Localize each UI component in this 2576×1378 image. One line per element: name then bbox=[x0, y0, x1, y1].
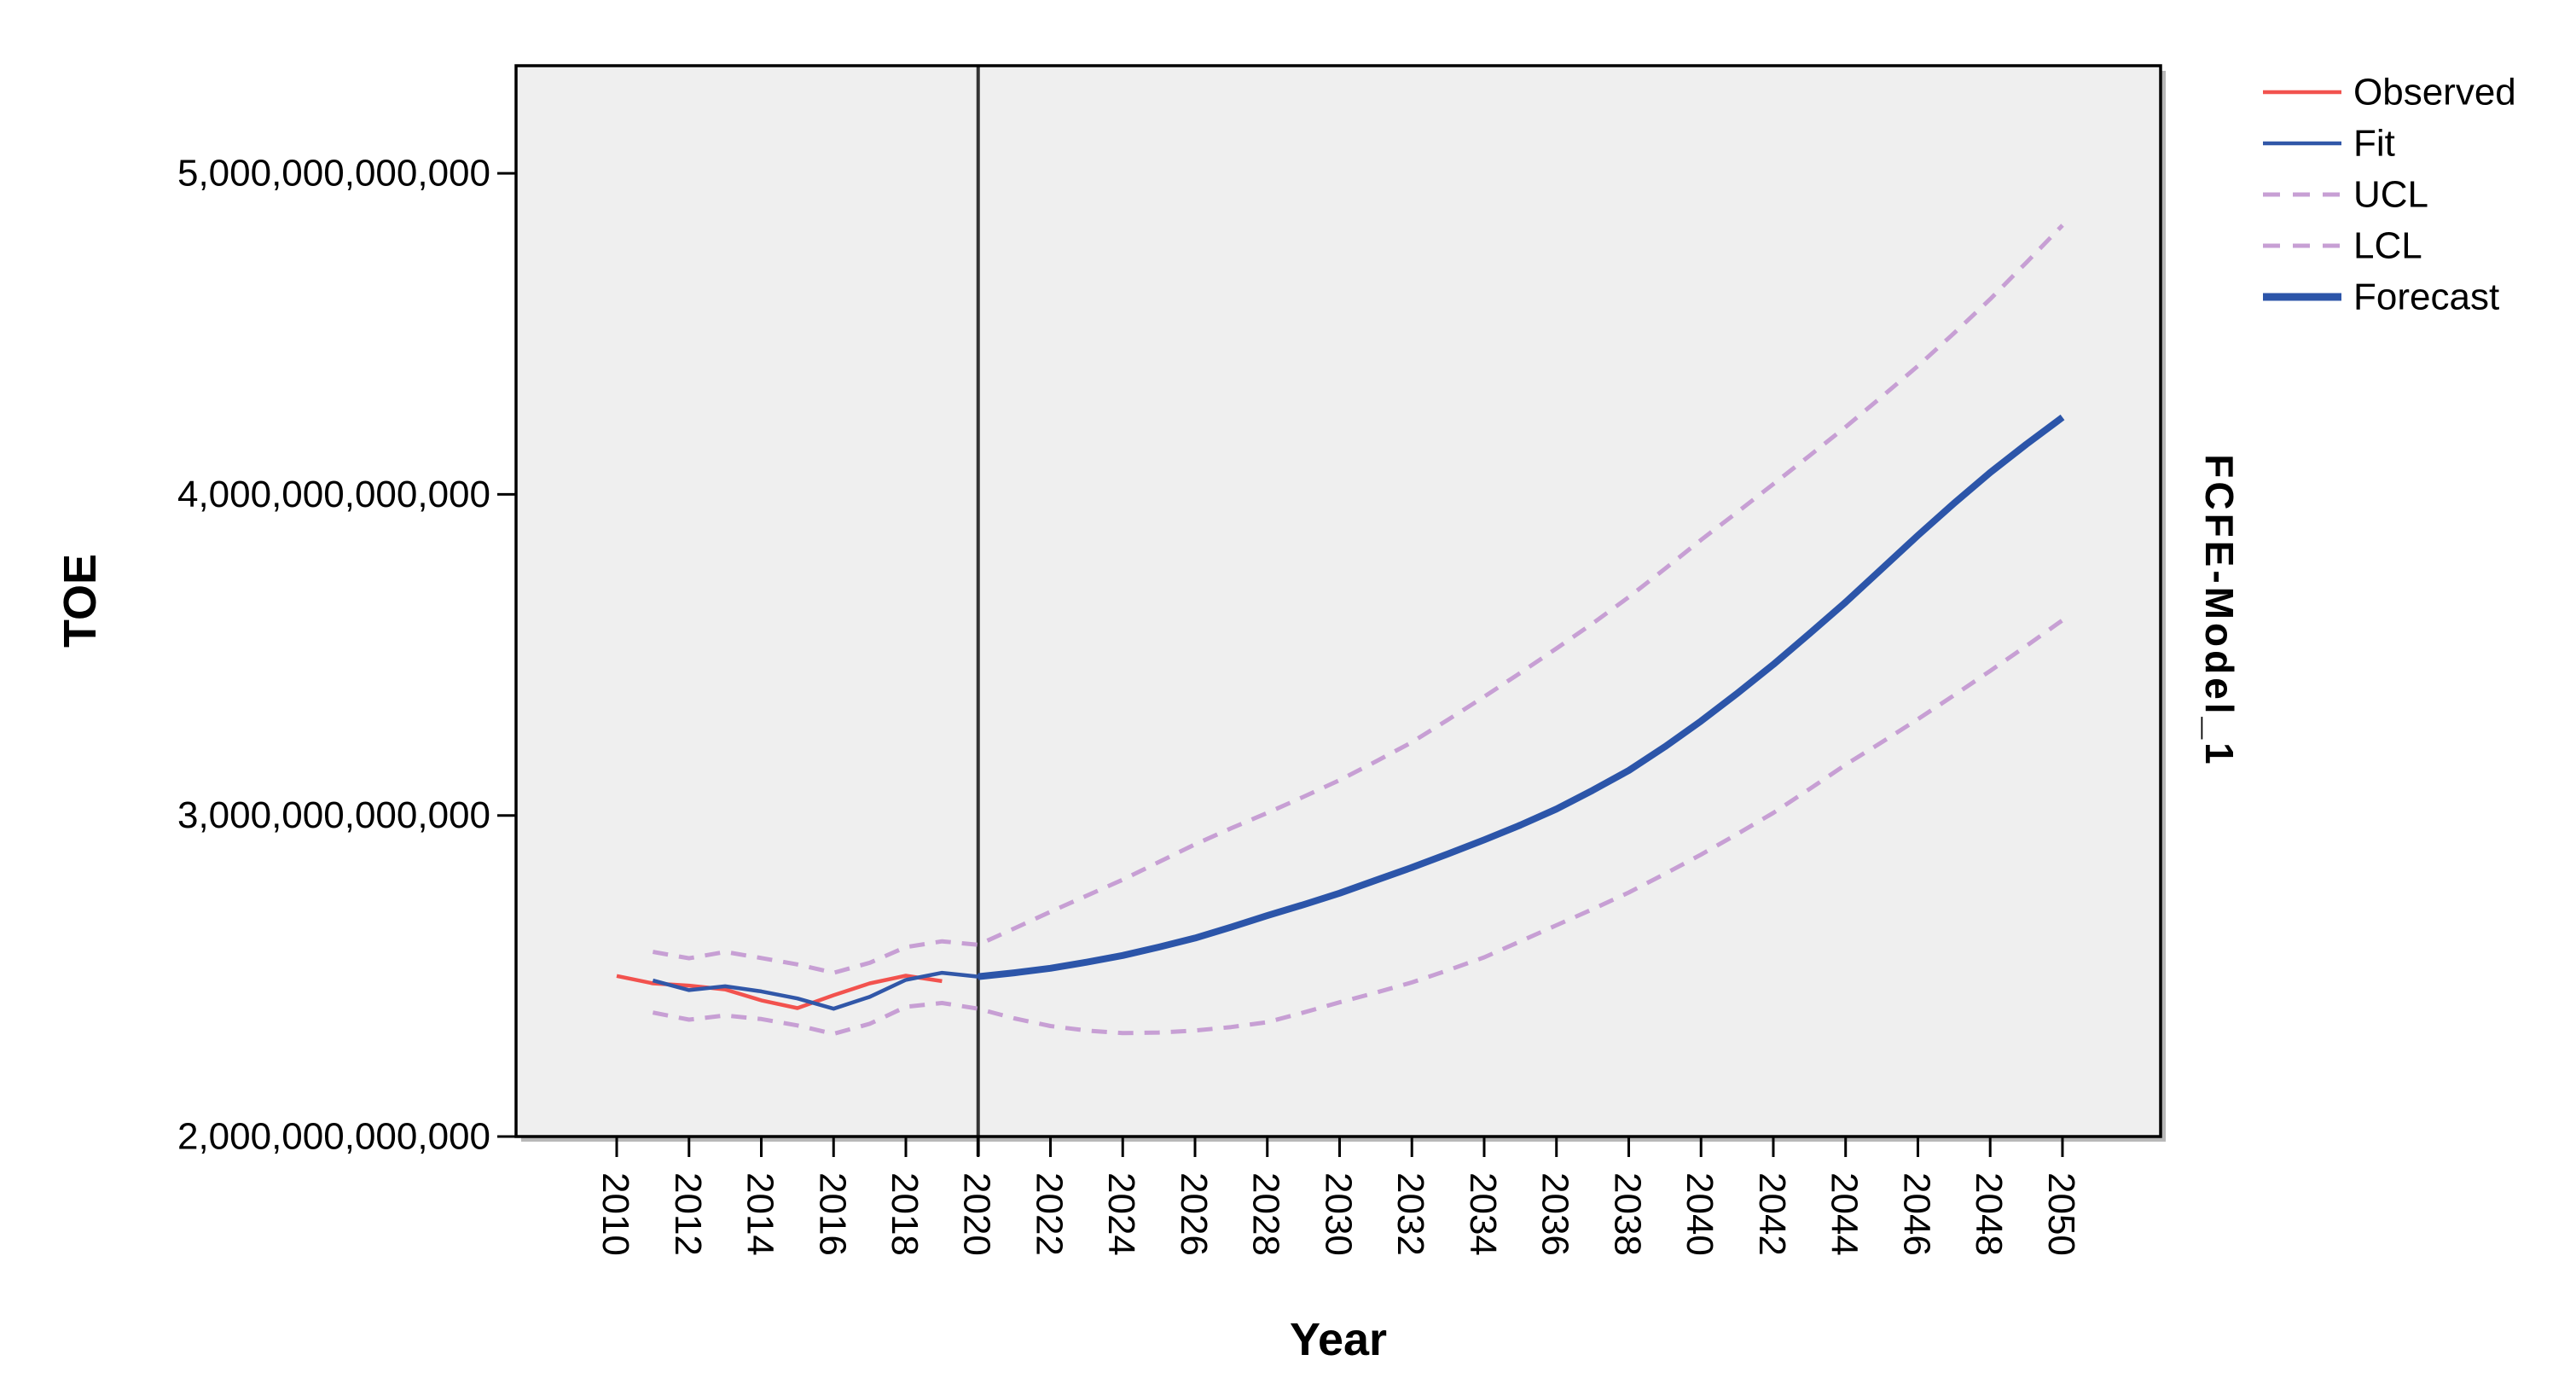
series-lcl-line bbox=[652, 618, 2064, 1037]
x-tick-label: 2018 bbox=[884, 1172, 925, 1256]
x-tick-label: 2014 bbox=[740, 1172, 781, 1256]
x-tick-label: 2010 bbox=[595, 1172, 636, 1256]
x-tick-label: 2048 bbox=[1968, 1172, 2010, 1256]
x-tick-label: 2050 bbox=[2040, 1172, 2082, 1256]
series-forecast-line bbox=[978, 414, 2065, 980]
x-tick-label: 2042 bbox=[1751, 1172, 1793, 1256]
x-tick-label: 2046 bbox=[1896, 1172, 1938, 1256]
series-fit-line bbox=[652, 970, 978, 1011]
y-tick-label: 4,000,000,000,000 bbox=[177, 474, 490, 515]
x-tick-label: 2040 bbox=[1679, 1172, 1720, 1256]
y-axis-title: TOE bbox=[55, 554, 106, 648]
x-tick-label: 2022 bbox=[1029, 1172, 1070, 1256]
x-tick-label: 2012 bbox=[667, 1172, 709, 1256]
x-axis-title: Year bbox=[1290, 1314, 1387, 1365]
x-tick-label: 2036 bbox=[1535, 1172, 1576, 1256]
x-tick-label: 2032 bbox=[1390, 1172, 1431, 1256]
x-tick-label: 2038 bbox=[1607, 1172, 1649, 1256]
x-tick-label: 2020 bbox=[956, 1172, 998, 1256]
series-layer bbox=[616, 224, 2065, 1037]
x-tick-label: 2030 bbox=[1318, 1172, 1360, 1256]
legend-label-forecast: Forecast bbox=[2353, 276, 2499, 318]
legend-label-observed: Observed bbox=[2353, 72, 2516, 113]
x-tick-label: 2028 bbox=[1245, 1172, 1287, 1256]
legend-label-ucl: UCL bbox=[2353, 174, 2428, 216]
y-tick-label: 5,000,000,000,000 bbox=[177, 153, 490, 195]
x-tick-label: 2026 bbox=[1173, 1172, 1215, 1256]
plot-background bbox=[516, 66, 2161, 1137]
series-ucl-line bbox=[652, 224, 2064, 975]
legend-label-lcl: LCL bbox=[2353, 225, 2422, 267]
right-model-label: FCFE-Model_1 bbox=[2197, 454, 2242, 767]
legend: Observed Fit UCL LCL Forecast bbox=[2263, 72, 2516, 318]
x-tick-label: 2044 bbox=[1824, 1172, 1865, 1256]
x-tick-label: 2034 bbox=[1462, 1172, 1504, 1256]
y-tick-label: 3,000,000,000,000 bbox=[177, 794, 490, 836]
x-tick-label: 2024 bbox=[1100, 1172, 1142, 1256]
x-tick-label: 2016 bbox=[811, 1172, 853, 1256]
y-tick-label: 2,000,000,000,000 bbox=[177, 1116, 490, 1158]
axis-ticks-layer: 2,000,000,000,000 3,000,000,000,000 4,000,… bbox=[177, 153, 2082, 1256]
legend-label-fit: Fit bbox=[2353, 123, 2395, 165]
